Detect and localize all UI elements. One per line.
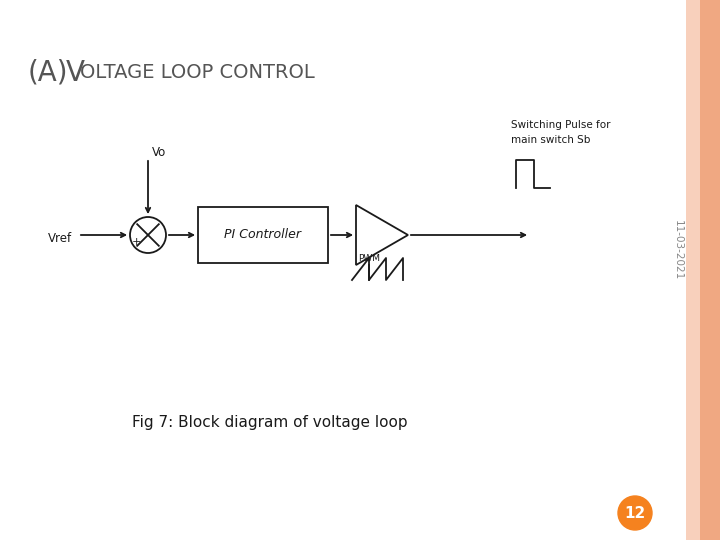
Text: 11-03-2021: 11-03-2021 <box>673 220 683 280</box>
Bar <box>198 207 328 263</box>
Text: main switch Sb: main switch Sb <box>511 135 590 145</box>
Bar <box>700 0 720 540</box>
Text: (A): (A) <box>28 59 68 87</box>
Text: PI Controller: PI Controller <box>225 228 302 241</box>
Circle shape <box>618 496 652 530</box>
Bar <box>686 0 700 540</box>
Text: Vref: Vref <box>48 232 72 245</box>
Text: Switching Pulse for: Switching Pulse for <box>511 120 611 130</box>
Text: 12: 12 <box>624 505 646 521</box>
Text: Fig 7: Block diagram of voltage loop: Fig 7: Block diagram of voltage loop <box>132 415 408 429</box>
Text: OLTAGE LOOP CONTROL: OLTAGE LOOP CONTROL <box>80 64 315 83</box>
Text: PWM: PWM <box>358 254 380 263</box>
Text: +: + <box>131 237 140 247</box>
Text: Vo: Vo <box>152 145 166 159</box>
Text: V: V <box>66 59 85 87</box>
